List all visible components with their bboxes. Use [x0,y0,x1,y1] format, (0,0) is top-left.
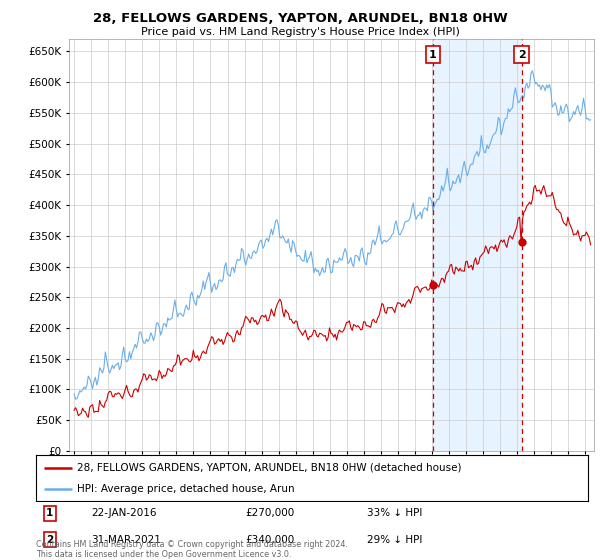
Text: Contains HM Land Registry data © Crown copyright and database right 2024.
This d: Contains HM Land Registry data © Crown c… [36,540,348,559]
Bar [433,39,521,451]
Text: HPI: Average price, detached house, Arun: HPI: Average price, detached house, Arun [77,484,295,494]
Text: £270,000: £270,000 [246,508,295,519]
Text: Price paid vs. HM Land Registry's House Price Index (HPI): Price paid vs. HM Land Registry's House … [140,27,460,37]
Text: 28, FELLOWS GARDENS, YAPTON, ARUNDEL, BN18 0HW: 28, FELLOWS GARDENS, YAPTON, ARUNDEL, BN… [92,12,508,25]
Text: 28, FELLOWS GARDENS, YAPTON, ARUNDEL, BN18 0HW (detached house): 28, FELLOWS GARDENS, YAPTON, ARUNDEL, BN… [77,463,462,473]
Text: 22-JAN-2016: 22-JAN-2016 [91,508,157,519]
Text: 2: 2 [518,49,526,59]
Text: £340,000: £340,000 [246,535,295,545]
Text: 1: 1 [46,508,53,519]
Text: 29% ↓ HPI: 29% ↓ HPI [367,535,422,545]
Text: 1: 1 [429,49,437,59]
Text: 33% ↓ HPI: 33% ↓ HPI [367,508,422,519]
Text: 2: 2 [46,535,53,545]
Text: 31-MAR-2021: 31-MAR-2021 [91,535,161,545]
